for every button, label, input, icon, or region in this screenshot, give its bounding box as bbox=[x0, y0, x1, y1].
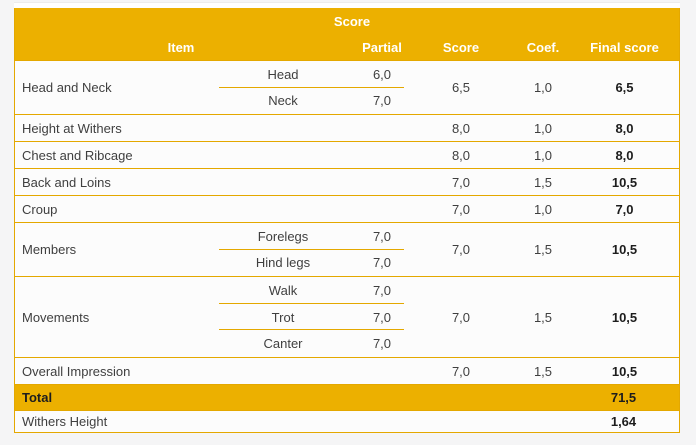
score-value: 8,0 bbox=[451, 120, 471, 136]
score-group-header: Score bbox=[333, 13, 371, 29]
partial-value: 7,0 bbox=[372, 228, 392, 244]
partial-value: 7,0 bbox=[372, 282, 392, 298]
partial-row: Canter 7,0 bbox=[219, 330, 417, 357]
score-value: 7,0 bbox=[451, 174, 471, 190]
column-header-item: Item bbox=[167, 39, 195, 55]
header-group-row: Score bbox=[15, 8, 679, 34]
final-score-value: 10,5 bbox=[611, 363, 638, 379]
coef-value: 1,5 bbox=[533, 363, 553, 379]
table-row-head-and-neck: Head and Neck Head 6,0 Neck 7,0 6,5 1,0 … bbox=[15, 60, 679, 114]
table-row-croup: Croup 7,0 1,0 7,0 bbox=[15, 195, 679, 222]
final-score-value: 8,0 bbox=[615, 147, 634, 163]
coef-value: 1,5 bbox=[533, 309, 553, 325]
table-row-back-and-loins: Back and Loins 7,0 1,5 10,5 bbox=[15, 168, 679, 195]
final-score-value: 10,5 bbox=[611, 309, 638, 325]
column-header-score: Score bbox=[442, 39, 480, 55]
table-row-chest-and-ribcage: Chest and Ribcage 8,0 1,0 8,0 bbox=[15, 141, 679, 168]
partial-label: Hind legs bbox=[255, 255, 311, 271]
item-label: Chest and Ribcage bbox=[22, 147, 133, 163]
item-label: Movements bbox=[22, 309, 90, 325]
item-label: Head and Neck bbox=[22, 80, 112, 95]
total-label: Total bbox=[22, 390, 53, 405]
partial-subtable: Forelegs 7,0 Hind legs 7,0 bbox=[219, 223, 417, 276]
partial-value: 7,0 bbox=[372, 309, 392, 325]
coef-value: 1,5 bbox=[533, 242, 553, 257]
partial-value: 7,0 bbox=[372, 336, 392, 352]
coef-value: 1,0 bbox=[533, 80, 553, 95]
table-header: Score Item Partial Score Coef. Final sco… bbox=[15, 8, 679, 60]
coef-value: 1,0 bbox=[533, 201, 553, 217]
partial-subtable: Walk 7,0 Trot 7,0 Canter 7,0 bbox=[219, 277, 417, 357]
page-top-strip bbox=[14, 2, 680, 8]
table-row-members: Members Forelegs 7,0 Hind legs 7,0 7,0 1… bbox=[15, 222, 679, 276]
total-value: 71,5 bbox=[610, 390, 637, 405]
partial-row: Hind legs 7,0 bbox=[219, 250, 417, 277]
column-header-final-score: Final score bbox=[590, 39, 659, 55]
table-row-withers-height: Withers Height 1,64 bbox=[15, 410, 679, 432]
column-header-coef: Coef. bbox=[526, 39, 560, 55]
header-columns-row: Item Partial Score Coef. Final score bbox=[15, 34, 679, 60]
item-label: Members bbox=[22, 242, 77, 257]
final-score-value: 8,0 bbox=[615, 120, 634, 136]
column-header-partial: Partial bbox=[362, 39, 402, 55]
withers-height-value: 1,64 bbox=[610, 414, 637, 429]
score-value: 7,0 bbox=[451, 242, 471, 257]
item-label: Height at Withers bbox=[22, 120, 122, 136]
partial-row: Trot 7,0 bbox=[219, 304, 417, 331]
final-score-value: 7,0 bbox=[615, 201, 634, 217]
partial-label: Walk bbox=[268, 282, 298, 298]
partial-row: Neck 7,0 bbox=[219, 88, 417, 115]
horse-score-table: Score Item Partial Score Coef. Final sco… bbox=[14, 8, 680, 433]
score-value: 7,0 bbox=[451, 309, 471, 325]
table-row-overall-impression: Overall Impression 7,0 1,5 10,5 bbox=[15, 357, 679, 384]
table-row-total: Total 71,5 bbox=[15, 384, 679, 410]
partial-label: Canter bbox=[263, 336, 303, 352]
item-label: Back and Loins bbox=[22, 174, 111, 190]
score-value: 7,0 bbox=[451, 201, 471, 217]
table-row-height-at-withers: Height at Withers 8,0 1,0 8,0 bbox=[15, 114, 679, 141]
partial-label: Neck bbox=[268, 93, 298, 109]
table-row-movements: Movements Walk 7,0 Trot 7,0 Canter 7,0 7… bbox=[15, 276, 679, 357]
partial-row: Forelegs 7,0 bbox=[219, 223, 417, 250]
score-value: 8,0 bbox=[451, 147, 471, 163]
partial-label: Trot bbox=[271, 309, 295, 325]
partial-value: 7,0 bbox=[372, 255, 392, 271]
coef-value: 1,0 bbox=[533, 147, 553, 163]
final-score-value: 6,5 bbox=[615, 80, 634, 95]
partial-row: Walk 7,0 bbox=[219, 277, 417, 304]
score-value: 7,0 bbox=[451, 363, 471, 379]
withers-height-label: Withers Height bbox=[22, 414, 108, 429]
coef-value: 1,0 bbox=[533, 120, 553, 136]
score-value: 6,5 bbox=[451, 80, 471, 95]
coef-value: 1,5 bbox=[533, 174, 553, 190]
partial-row: Head 6,0 bbox=[219, 61, 417, 88]
item-label: Overall Impression bbox=[22, 363, 131, 379]
partial-label: Forelegs bbox=[257, 228, 309, 244]
item-label: Croup bbox=[22, 201, 58, 217]
partial-label: Head bbox=[267, 66, 299, 82]
final-score-value: 10,5 bbox=[611, 174, 638, 190]
partial-value: 6,0 bbox=[372, 66, 392, 82]
partial-subtable: Head 6,0 Neck 7,0 bbox=[219, 61, 417, 114]
partial-value: 7,0 bbox=[372, 93, 392, 109]
final-score-value: 10,5 bbox=[611, 242, 638, 257]
